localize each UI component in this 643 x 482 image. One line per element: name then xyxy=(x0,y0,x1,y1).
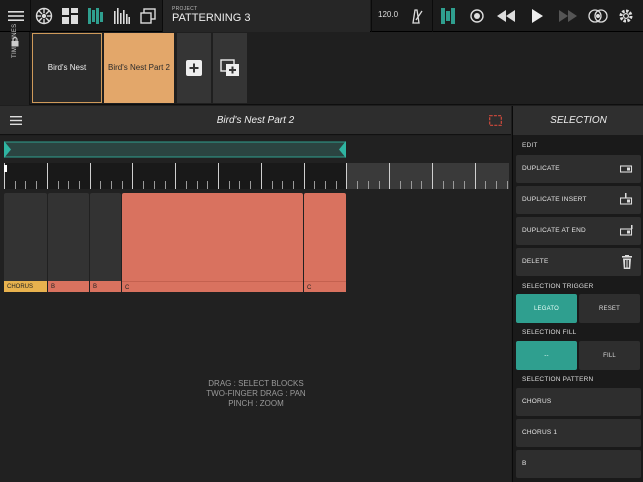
playhead-marker xyxy=(4,165,7,172)
duplicate-insert-label: DUPLICATE INSERT xyxy=(522,196,587,203)
selection-trigger-label: SELECTION TRIGGER xyxy=(522,283,594,290)
settings-icon[interactable] xyxy=(614,4,638,28)
pattern-item-label: B xyxy=(522,460,527,467)
add-timeline-button[interactable] xyxy=(177,33,211,103)
fast-forward-icon[interactable] xyxy=(556,4,580,28)
selection-fill-label: SELECTION FILL xyxy=(522,329,577,336)
duplicate-button[interactable]: DUPLICATE xyxy=(516,155,641,183)
patterns-icon[interactable] xyxy=(84,4,108,28)
timelines-label: TIMELINES xyxy=(12,23,18,58)
menu-icon[interactable] xyxy=(4,4,28,28)
trigger-reset-button[interactable]: RESET xyxy=(579,294,640,323)
editor-header: Bird's Nest Part 2 xyxy=(0,106,511,135)
project-caption: PROJECT xyxy=(172,6,198,12)
duplicate-insert-icon xyxy=(620,193,633,205)
block-label: B xyxy=(90,281,121,292)
link-icon[interactable] xyxy=(586,4,610,28)
grid-blocks-icon[interactable] xyxy=(58,4,82,28)
timeline-card-birds-nest[interactable]: Bird's Nest xyxy=(32,33,102,103)
block-label: B xyxy=(48,281,89,292)
hint-line: PINCH : ZOOM xyxy=(228,399,284,408)
selection-panel: SELECTION EDIT DUPLICATE DUPLICATE INSER… xyxy=(512,106,643,482)
block-c[interactable]: C xyxy=(304,193,346,292)
timelines-strip: TIMELINES Bird's Nest Bird's Nest Part 2 xyxy=(0,24,643,105)
duplicate-timeline-button[interactable] xyxy=(213,33,247,103)
mixer-wheel-icon[interactable] xyxy=(32,4,56,28)
project-selector[interactable]: PROJECT PATTERNING 3 xyxy=(163,0,370,32)
block-b[interactable]: B xyxy=(48,193,89,292)
trigger-legato-button[interactable]: LEGATO xyxy=(516,294,577,323)
loop-range[interactable] xyxy=(4,141,346,158)
edit-label: EDIT xyxy=(522,142,538,149)
hint-line: DRAG : SELECT BLOCKS xyxy=(208,379,304,388)
delete-button[interactable]: DELETE xyxy=(516,248,641,276)
trash-icon xyxy=(622,255,632,269)
delete-label: DELETE xyxy=(522,258,549,265)
top-toolbar: PROJECT PATTERNING 3 120.0 xyxy=(0,0,643,32)
duplicate-icon xyxy=(220,59,239,76)
hint-line: TWO-FINGER DRAG : PAN xyxy=(206,389,306,398)
block-b[interactable]: B xyxy=(90,193,121,292)
selection-title: SELECTION xyxy=(513,106,643,135)
play-icon[interactable] xyxy=(525,4,549,28)
tempo-display[interactable]: 120.0 xyxy=(378,10,399,19)
timeline-ruler[interactable] xyxy=(4,163,509,189)
block-label: C xyxy=(122,281,303,292)
pattern-item-chorus-1[interactable]: CHORUS 1 xyxy=(516,419,641,447)
timeline-card-label: Bird's Nest Part 2 xyxy=(108,63,170,72)
fullscreen-icon[interactable] xyxy=(489,115,502,126)
duplicate-label: DUPLICATE xyxy=(522,165,560,172)
block-chorus[interactable]: CHORUS xyxy=(4,193,47,292)
duplicate-insert-button[interactable]: DUPLICATE INSERT xyxy=(516,186,641,214)
copy-window-icon[interactable] xyxy=(136,4,160,28)
editor-title: Bird's Nest Part 2 xyxy=(216,115,295,126)
pattern-item-b[interactable]: B xyxy=(516,450,641,478)
loop-end-handle xyxy=(339,141,346,158)
tracks-icon[interactable] xyxy=(110,4,134,28)
gesture-hint: DRAG : SELECT BLOCKS TWO-FINGER DRAG : P… xyxy=(150,379,362,409)
loop-start-handle xyxy=(4,141,11,158)
duplicate-at-end-button[interactable]: DUPLICATE AT END xyxy=(516,217,641,245)
pattern-toggle-icon[interactable] xyxy=(436,4,460,28)
plus-icon xyxy=(186,60,202,76)
fill-button[interactable]: FILL xyxy=(579,341,640,370)
metronome-icon[interactable] xyxy=(404,4,428,28)
duplicate-at-end-label: DUPLICATE AT END xyxy=(522,227,586,234)
block-label: C xyxy=(304,281,346,292)
timeline-card-label: Bird's Nest xyxy=(47,63,87,72)
pattern-item-label: CHORUS 1 xyxy=(522,429,558,436)
block-c[interactable]: C xyxy=(122,193,303,292)
fill-none-button[interactable]: -- xyxy=(516,341,577,370)
duplicate-at-end-icon xyxy=(620,225,633,236)
rewind-icon[interactable] xyxy=(494,4,518,28)
duplicate-icon xyxy=(620,165,633,173)
pattern-item-chorus[interactable]: CHORUS xyxy=(516,388,641,416)
lock-icon[interactable] xyxy=(11,37,19,47)
timelines-sidebar: TIMELINES xyxy=(0,24,30,105)
pattern-item-label: CHORUS xyxy=(522,398,552,405)
record-icon[interactable] xyxy=(465,4,489,28)
project-name: PATTERNING 3 xyxy=(172,12,251,24)
editor-menu-icon[interactable] xyxy=(10,116,22,125)
block-label: CHORUS xyxy=(4,281,47,292)
selection-pattern-label: SELECTION PATTERN xyxy=(522,376,594,383)
timeline-card-birds-nest-part-2[interactable]: Bird's Nest Part 2 xyxy=(104,33,174,103)
